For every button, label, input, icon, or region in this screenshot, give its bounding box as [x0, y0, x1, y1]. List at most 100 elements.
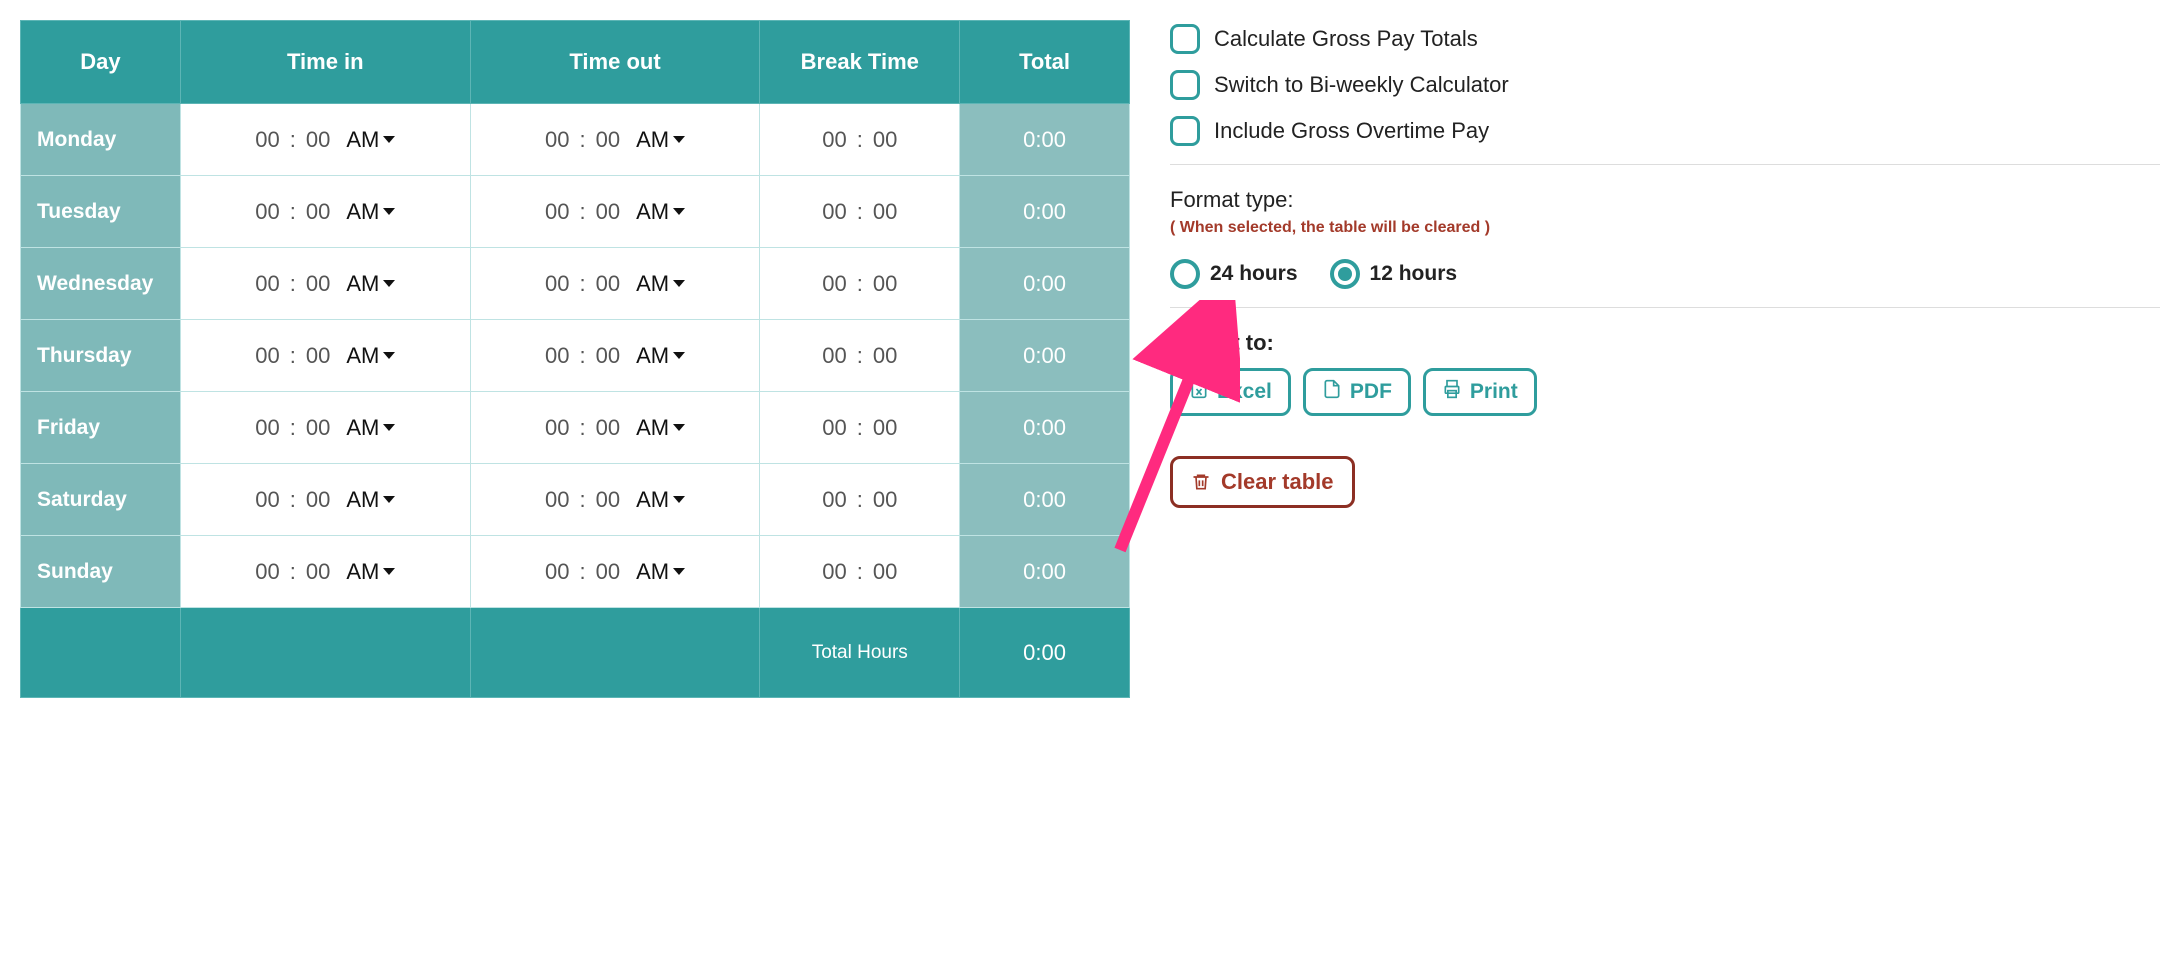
break-cell[interactable]: 00 : 00 [760, 176, 960, 248]
break-cell[interactable]: 00 : 00 [760, 320, 960, 392]
break-minute[interactable]: 00 [873, 415, 897, 441]
time-in-ampm-select[interactable]: AM [346, 415, 395, 441]
time-in-ampm-select[interactable]: AM [346, 199, 395, 225]
time-out-minute[interactable]: 00 [596, 199, 620, 225]
time-out-cell[interactable]: 00 : 00 AM [470, 248, 760, 320]
break-hour[interactable]: 00 [822, 487, 846, 513]
time-in-hour[interactable]: 00 [255, 271, 279, 297]
time-out-minute[interactable]: 00 [596, 559, 620, 585]
time-out-minute[interactable]: 00 [596, 487, 620, 513]
time-out-minute[interactable]: 00 [596, 343, 620, 369]
row-total: 0:00 [960, 104, 1130, 176]
time-out-ampm-select[interactable]: AM [636, 199, 685, 225]
radio-icon[interactable] [1170, 259, 1200, 289]
break-hour[interactable]: 00 [822, 127, 846, 153]
time-out-hour[interactable]: 00 [545, 487, 569, 513]
time-in-minute[interactable]: 00 [306, 271, 330, 297]
time-in-hour[interactable]: 00 [255, 559, 279, 585]
time-in-ampm-select[interactable]: AM [346, 271, 395, 297]
time-out-cell[interactable]: 00 : 00 AM [470, 536, 760, 608]
time-in-hour[interactable]: 00 [255, 127, 279, 153]
time-out-cell[interactable]: 00 : 00 AM [470, 176, 760, 248]
time-in-hour[interactable]: 00 [255, 415, 279, 441]
break-minute[interactable]: 00 [873, 559, 897, 585]
time-out-minute[interactable]: 00 [596, 127, 620, 153]
time-out-hour[interactable]: 00 [545, 559, 569, 585]
time-out-cell[interactable]: 00 : 00 AM [470, 392, 760, 464]
time-in-minute[interactable]: 00 [306, 415, 330, 441]
break-minute[interactable]: 00 [873, 199, 897, 225]
option-checkbox-row[interactable]: Switch to Bi-weekly Calculator [1170, 70, 2160, 100]
time-in-hour[interactable]: 00 [255, 343, 279, 369]
colon: : [857, 199, 863, 225]
format-radio-item[interactable]: 24 hours [1170, 259, 1298, 289]
time-out-cell[interactable]: 00 : 00 AM [470, 104, 760, 176]
time-in-cell[interactable]: 00 : 00 AM [180, 320, 470, 392]
time-in-hour[interactable]: 00 [255, 199, 279, 225]
time-in-minute[interactable]: 00 [306, 127, 330, 153]
time-out-hour[interactable]: 00 [545, 415, 569, 441]
time-out-hour[interactable]: 00 [545, 343, 569, 369]
format-radio-item[interactable]: 12 hours [1330, 259, 1458, 289]
ampm-value: AM [346, 559, 379, 585]
time-out-minute[interactable]: 00 [596, 415, 620, 441]
time-in-ampm-select[interactable]: AM [346, 559, 395, 585]
time-out-cell[interactable]: 00 : 00 AM [470, 320, 760, 392]
break-cell[interactable]: 00 : 00 [760, 248, 960, 320]
colon: : [579, 559, 585, 585]
time-in-cell[interactable]: 00 : 00 AM [180, 176, 470, 248]
break-minute[interactable]: 00 [873, 127, 897, 153]
break-hour[interactable]: 00 [822, 415, 846, 441]
time-in-ampm-select[interactable]: AM [346, 343, 395, 369]
break-cell[interactable]: 00 : 00 [760, 536, 960, 608]
checkbox-icon[interactable] [1170, 116, 1200, 146]
time-out-ampm-select[interactable]: AM [636, 343, 685, 369]
break-cell[interactable]: 00 : 00 [760, 464, 960, 536]
break-hour[interactable]: 00 [822, 343, 846, 369]
time-in-ampm-select[interactable]: AM [346, 127, 395, 153]
time-out-ampm-select[interactable]: AM [636, 271, 685, 297]
time-out-hour[interactable]: 00 [545, 199, 569, 225]
time-in-cell[interactable]: 00 : 00 AM [180, 536, 470, 608]
break-minute[interactable]: 00 [873, 487, 897, 513]
time-in-cell[interactable]: 00 : 00 AM [180, 104, 470, 176]
break-hour[interactable]: 00 [822, 199, 846, 225]
time-out-hour[interactable]: 00 [545, 127, 569, 153]
row-total: 0:00 [960, 536, 1130, 608]
time-in-hour[interactable]: 00 [255, 487, 279, 513]
day-cell: Saturday [21, 464, 181, 536]
checkbox-icon[interactable] [1170, 24, 1200, 54]
break-cell[interactable]: 00 : 00 [760, 104, 960, 176]
time-out-minute[interactable]: 00 [596, 271, 620, 297]
export-pdf-button[interactable]: PDF [1303, 368, 1411, 416]
break-hour[interactable]: 00 [822, 271, 846, 297]
time-out-hour[interactable]: 00 [545, 271, 569, 297]
time-in-cell[interactable]: 00 : 00 AM [180, 392, 470, 464]
export-excel-button[interactable]: Excel [1170, 368, 1291, 416]
time-in-ampm-select[interactable]: AM [346, 487, 395, 513]
time-in-cell[interactable]: 00 : 00 AM [180, 248, 470, 320]
footer-blank [21, 608, 181, 698]
time-out-ampm-select[interactable]: AM [636, 487, 685, 513]
checkbox-icon[interactable] [1170, 70, 1200, 100]
break-minute[interactable]: 00 [873, 271, 897, 297]
footer-total-label: Total Hours [760, 608, 960, 698]
time-out-ampm-select[interactable]: AM [636, 415, 685, 441]
break-cell[interactable]: 00 : 00 [760, 392, 960, 464]
time-out-ampm-select[interactable]: AM [636, 127, 685, 153]
time-out-cell[interactable]: 00 : 00 AM [470, 464, 760, 536]
time-in-cell[interactable]: 00 : 00 AM [180, 464, 470, 536]
radio-icon[interactable] [1330, 259, 1360, 289]
time-in-minute[interactable]: 00 [306, 559, 330, 585]
day-cell: Tuesday [21, 176, 181, 248]
option-checkbox-row[interactable]: Include Gross Overtime Pay [1170, 116, 2160, 146]
time-in-minute[interactable]: 00 [306, 199, 330, 225]
time-in-minute[interactable]: 00 [306, 343, 330, 369]
clear-table-button[interactable]: Clear table [1170, 456, 1355, 508]
time-out-ampm-select[interactable]: AM [636, 559, 685, 585]
time-in-minute[interactable]: 00 [306, 487, 330, 513]
export-print-button[interactable]: Print [1423, 368, 1537, 416]
break-minute[interactable]: 00 [873, 343, 897, 369]
option-checkbox-row[interactable]: Calculate Gross Pay Totals [1170, 24, 2160, 54]
break-hour[interactable]: 00 [822, 559, 846, 585]
